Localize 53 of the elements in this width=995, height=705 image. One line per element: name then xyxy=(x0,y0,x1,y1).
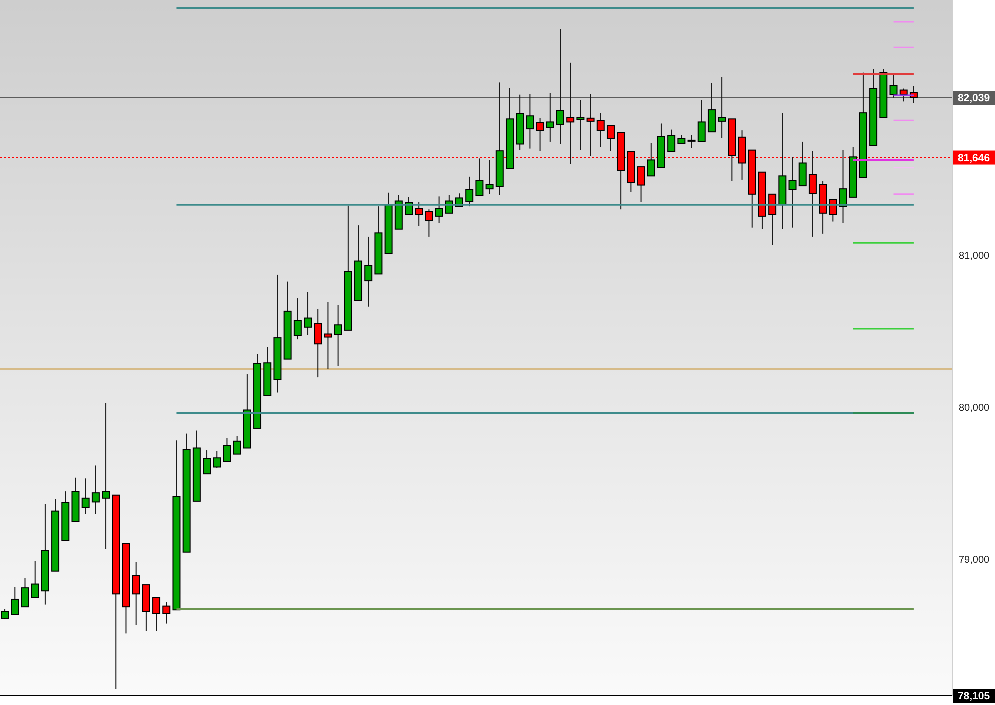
candlestick xyxy=(31,560,40,598)
candlestick xyxy=(668,129,676,152)
candlestick xyxy=(21,578,30,608)
candlestick xyxy=(425,209,434,238)
candlestick xyxy=(314,308,322,378)
candlestick xyxy=(476,158,484,196)
candlestick xyxy=(435,196,444,224)
candlestick xyxy=(536,118,544,152)
ref-line-label: 81,646 xyxy=(958,152,990,164)
candlestick xyxy=(152,597,161,632)
candlestick xyxy=(102,402,110,550)
candlestick xyxy=(839,150,848,224)
candlestick xyxy=(637,166,646,203)
candlestick xyxy=(910,86,918,104)
candlestick xyxy=(82,478,90,515)
y-tick-label: 81,000 xyxy=(959,251,990,262)
candlestick xyxy=(223,438,232,462)
candlestick xyxy=(788,156,797,228)
candlestick xyxy=(556,28,564,145)
candlestick xyxy=(890,74,898,98)
candlestick xyxy=(606,126,615,152)
y-tick-label: 79,000 xyxy=(959,555,990,566)
y-tick-label: 80,000 xyxy=(959,403,990,414)
candlestick xyxy=(900,88,908,102)
candlestick xyxy=(213,450,222,469)
candlestick xyxy=(768,194,777,246)
candlestick xyxy=(203,450,212,475)
candlestick xyxy=(334,304,342,367)
candlestick xyxy=(526,94,534,150)
candlestick xyxy=(546,92,554,142)
candlestick xyxy=(304,292,312,336)
candlestick xyxy=(294,298,302,340)
candlestick xyxy=(688,134,696,149)
ref-line-label: 78,105 xyxy=(958,690,990,703)
candlestick xyxy=(798,141,807,187)
candlestick xyxy=(466,176,474,208)
candlestick xyxy=(576,100,585,151)
candlestick xyxy=(364,236,373,308)
candlestick xyxy=(647,142,656,177)
candlestick xyxy=(708,82,716,133)
candlestick xyxy=(586,94,595,157)
ref-line-label: 82,039 xyxy=(958,92,990,105)
candlestick xyxy=(596,112,605,148)
candlestick xyxy=(11,586,20,616)
candlestick xyxy=(486,160,494,195)
candlestick xyxy=(233,436,242,455)
candlestick xyxy=(415,202,424,227)
candlestick xyxy=(162,602,171,624)
candlestick xyxy=(132,562,140,626)
candlestick xyxy=(92,465,100,515)
candlestick xyxy=(324,302,332,370)
candlestick xyxy=(698,100,706,142)
candlestick xyxy=(718,76,726,139)
